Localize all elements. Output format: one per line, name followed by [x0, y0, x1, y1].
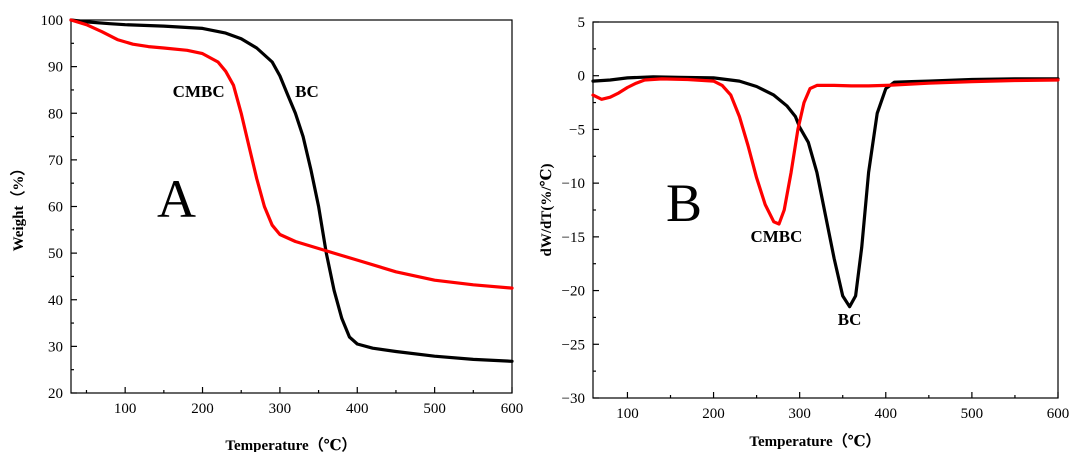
panel-a-x-tick-label: 100 — [114, 401, 137, 417]
panel-b-derivative-chart: 100 200 300 400 500 600 5 0 −5 −10 −15 −20 −25 −30 CM… — [539, 15, 1069, 450]
panel-a-annotation-cmbc: CMBC — [173, 82, 225, 101]
panel-a-y-tick-label: 100 — [41, 13, 64, 29]
panel-a-y-tick-label: 40 — [48, 293, 63, 309]
panel-a-series-cmbc-line — [69, 18, 514, 290]
panel-a-labels: CMBC BC — [173, 82, 319, 101]
panel-b-series-cmbc-line — [591, 77, 1060, 226]
panel-a-y-tick-label: 50 — [48, 246, 63, 262]
panel-a-x-axis-title: Temperature（℃） — [225, 436, 356, 452]
panel-b-labels: CMBC BC — [750, 227, 861, 329]
panel-b-annotation-bc: BC — [838, 310, 862, 329]
panel-b-y-tick-label: −20 — [562, 284, 585, 300]
panel-a-annotation-bc: BC — [295, 82, 319, 101]
panel-a-x-tick-label: 400 — [346, 401, 369, 417]
panel-b-y-axis-title: dW/dT(%/℃) — [539, 164, 555, 257]
panel-b-letter: B — [666, 173, 702, 233]
panel-a-y-axis-title: Weight（%） — [9, 161, 27, 252]
panel-b-x-axis-title: Temperature（℃） — [749, 432, 880, 450]
panel-a-y-tick-label: 70 — [48, 153, 63, 169]
panel-a-x-tick-label: 200 — [191, 401, 214, 417]
panel-b-x-tick-label: 100 — [616, 406, 639, 422]
panel-a-y-tick-label: 80 — [48, 106, 63, 122]
panel-b-x-tick-label: 500 — [961, 406, 984, 422]
panel-b-x-tick-label: 300 — [788, 406, 811, 422]
panel-b-annotation-cmbc: CMBC — [750, 227, 802, 246]
panel-b-y-tick-label: −5 — [569, 122, 585, 138]
panel-a-ticks: 100 200 300 400 500 600 20 30 40 50 60 70 80 90 100 — [41, 13, 524, 417]
panel-b-y-tick-label: −30 — [562, 391, 585, 407]
panel-a-y-tick-label: 20 — [48, 386, 63, 402]
panel-a-letter: A — [157, 169, 196, 229]
panel-b-y-tick-label: 0 — [578, 69, 586, 85]
panel-b-y-tick-label: −15 — [562, 230, 585, 246]
panel-b-series — [591, 75, 1060, 309]
panel-a-series-bc-line — [69, 18, 514, 363]
panel-a-plot-frame — [70, 19, 513, 394]
panel-a-x-tick-label: 300 — [269, 401, 292, 417]
panel-b-y-tick-label: −10 — [562, 176, 585, 192]
panel-b-x-tick-label: 400 — [875, 406, 898, 422]
panel-b-x-tick-label: 600 — [1047, 406, 1070, 422]
panel-b-x-tick-label: 200 — [702, 406, 725, 422]
panel-a-y-tick-label: 90 — [48, 60, 63, 76]
panel-a-y-tick-label: 30 — [48, 339, 63, 355]
panel-a-weight-chart: 100 200 300 400 500 600 20 30 40 50 60 70 80 90 100 CM… — [9, 13, 523, 452]
panel-a-y-tick-label: 60 — [48, 200, 63, 216]
panel-a-x-tick-label: 500 — [423, 401, 446, 417]
panel-b-y-tick-label: −25 — [562, 337, 585, 353]
panel-b-series-bc-line — [591, 75, 1060, 309]
panel-a-series — [69, 18, 514, 363]
panel-b-ticks: 100 200 300 400 500 600 5 0 −5 −10 −15 −20 −25 −30 — [562, 15, 1070, 422]
panel-b-y-tick-label: 5 — [578, 15, 586, 31]
panel-a-x-tick-label: 600 — [501, 401, 524, 417]
